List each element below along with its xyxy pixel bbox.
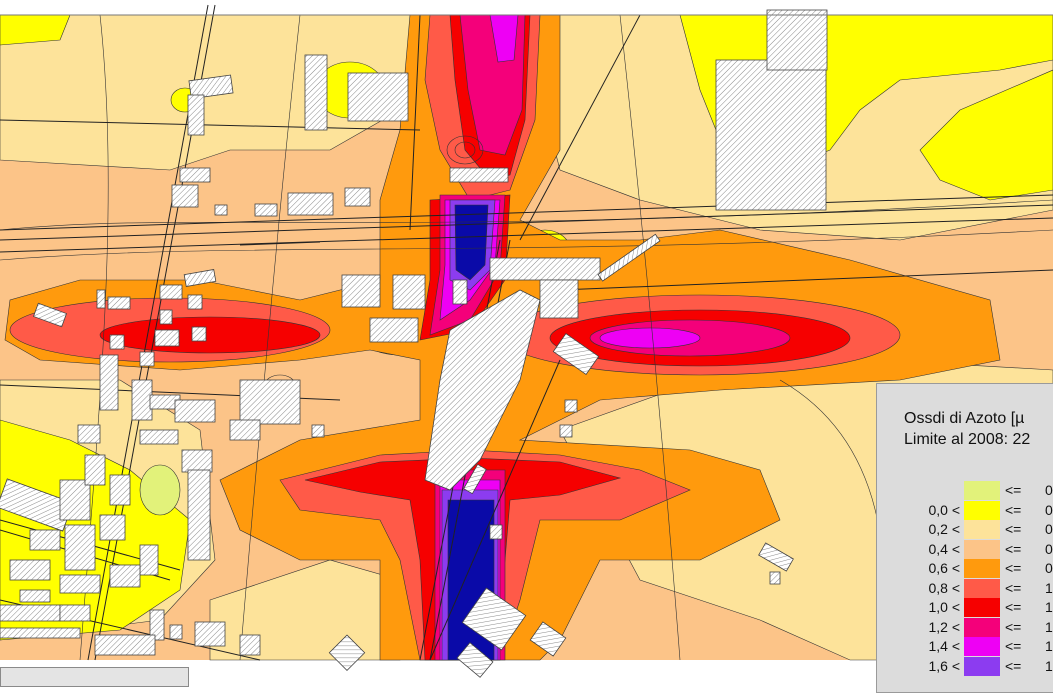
legend-operator: <= [1005, 638, 1022, 654]
legend-swatch [964, 481, 1000, 500]
legend-upper-bound: 1 [1045, 599, 1053, 615]
legend-swatch [964, 539, 1000, 559]
legend-swatch [964, 617, 1000, 637]
legend-operator: <= [1005, 521, 1022, 537]
legend-upper-bound: 1 [1045, 618, 1053, 635]
legend-row: 0,6 < <= 0 [877, 559, 1053, 578]
legend-lower-bound: 1,6 < [928, 657, 960, 674]
legend-lower-bound: 1,2 < [928, 618, 960, 635]
contour-zone-min [139, 464, 181, 516]
legend-row: <= 0 [877, 481, 1053, 500]
legend-row: 0,0 < <= 0 [877, 500, 1053, 520]
legend-row: 1,4 < <= 1 [877, 637, 1053, 656]
legend-swatch [964, 637, 1000, 656]
legend-row: 0,8 < <= 1 [877, 578, 1053, 598]
legend-lower-bound: 0,8 < [928, 579, 960, 596]
legend-operator: <= [1005, 501, 1022, 518]
legend-lower-bound: 0,4 < [928, 540, 960, 557]
legend-lower-bound: 0,0 < [928, 501, 960, 518]
legend-swatch [964, 598, 1000, 617]
legend-row: 0,2 < <= 0 [877, 520, 1053, 539]
buildings [0, 9, 828, 678]
legend-title: Ossdi di Azoto [µ [904, 410, 1025, 427]
legend-upper-bound: 1 [1045, 657, 1053, 674]
legend-row: 1,6 < <= 1 [877, 656, 1053, 676]
legend-upper-bound: 0 [1045, 560, 1053, 576]
legend-swatch [964, 500, 1000, 520]
legend-operator: <= [1005, 618, 1022, 635]
legend-lower-bound: 0,6 < [928, 560, 960, 576]
map-legend: Ossdi di Azoto [µ Limite al 2008: 22 <= 0… [876, 383, 1053, 693]
legend-operator: <= [1005, 579, 1022, 596]
legend-swatch [964, 520, 1000, 539]
legend-lower-bound: 1,4 < [928, 638, 960, 654]
legend-upper-bound: 1 [1045, 579, 1053, 596]
legend-row: 0,4 < <= 0 [877, 539, 1053, 559]
legend-operator: <= [1005, 560, 1022, 576]
legend-operator: <= [1005, 657, 1022, 674]
legend-lower-bound: 1,0 < [928, 599, 960, 615]
legend-upper-bound: 0 [1045, 540, 1053, 557]
legend-swatch [964, 656, 1000, 676]
legend-row: 1,2 < <= 1 [877, 617, 1053, 637]
legend-row: 1,0 < <= 1 [877, 598, 1053, 617]
legend-upper-bound: 0 [1045, 501, 1053, 518]
legend-operator: <= [1005, 482, 1022, 498]
legend-upper-bound: 0 [1045, 482, 1053, 498]
legend-upper-bound: 1 [1045, 638, 1053, 654]
legend-upper-bound: 0 [1045, 521, 1053, 537]
legend-operator: <= [1005, 540, 1022, 557]
legend-lower-bound: 0,2 < [928, 521, 960, 537]
legend-operator: <= [1005, 599, 1022, 615]
legend-limit-note: Limite al 2008: 22 [904, 431, 1031, 448]
legend-swatch [964, 578, 1000, 598]
scale-box [0, 667, 189, 687]
legend-swatch [964, 559, 1000, 578]
